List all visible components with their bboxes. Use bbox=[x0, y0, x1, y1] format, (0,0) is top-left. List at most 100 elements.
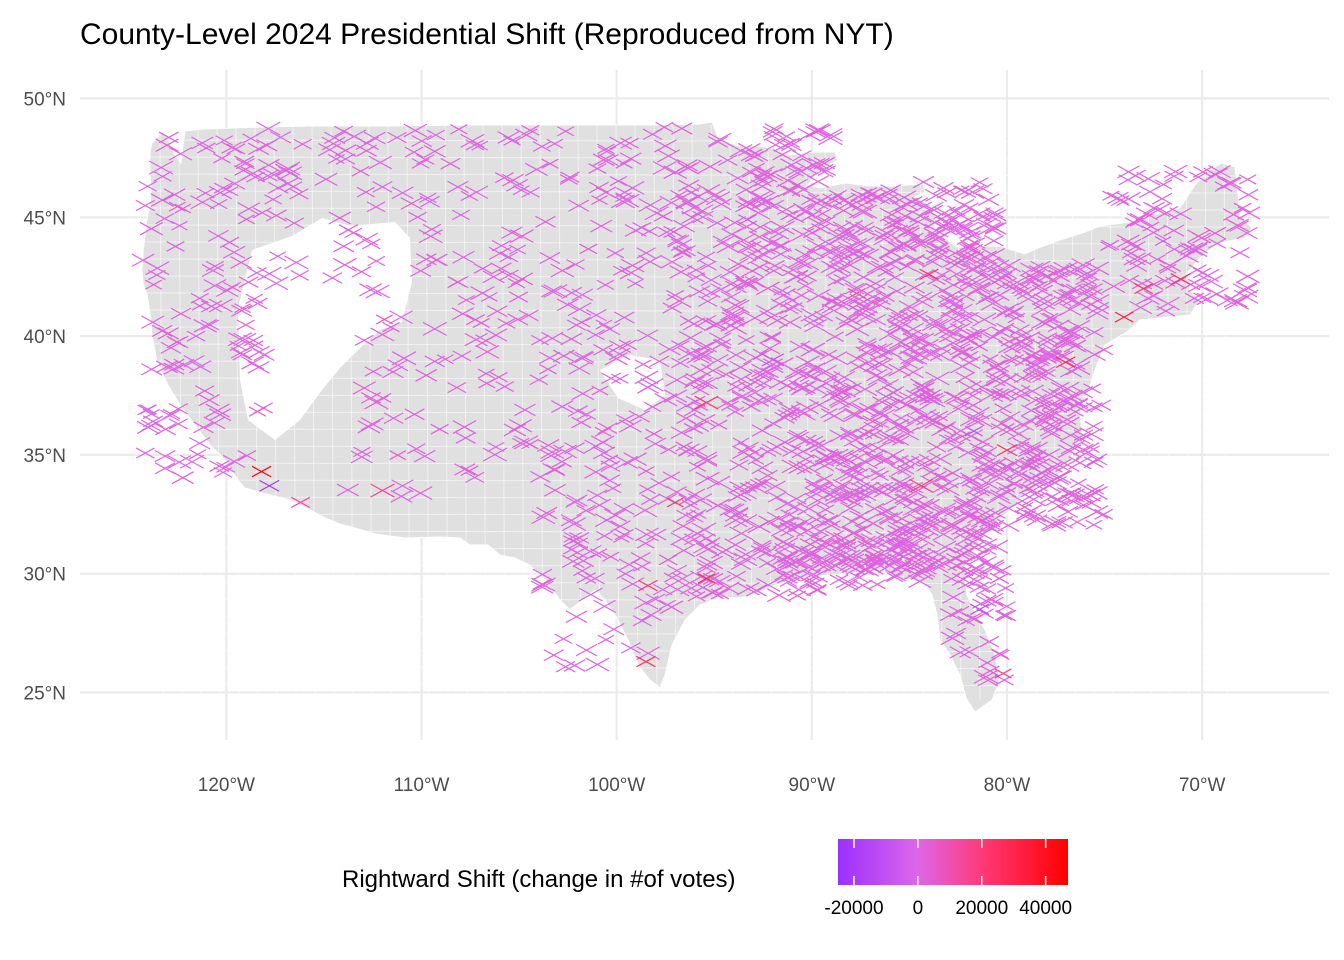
county-shift-marker bbox=[600, 454, 619, 465]
county-shift-marker bbox=[1237, 281, 1257, 294]
county-shift-marker bbox=[756, 577, 781, 592]
county-shift-marker bbox=[1136, 291, 1160, 305]
county-shift-marker bbox=[584, 465, 608, 479]
county-shift-marker bbox=[919, 338, 939, 351]
county-shift-marker bbox=[965, 328, 983, 339]
county-shift-marker bbox=[1068, 516, 1087, 528]
county-shift-marker bbox=[413, 449, 436, 463]
county-shift-marker bbox=[670, 532, 694, 546]
county-shift-marker bbox=[592, 446, 616, 460]
county-shift-marker bbox=[844, 282, 865, 295]
county-shift-marker bbox=[886, 572, 904, 583]
county-shift-marker bbox=[284, 217, 305, 229]
county-shift-marker bbox=[209, 460, 230, 473]
county-shift-marker bbox=[624, 224, 647, 237]
county-shift-marker bbox=[243, 334, 264, 347]
county-shift-marker bbox=[798, 550, 820, 563]
county-shift-marker bbox=[1081, 442, 1100, 453]
county-shift-marker bbox=[671, 340, 690, 352]
county-shift-marker bbox=[857, 225, 876, 236]
county-shift-marker bbox=[374, 392, 392, 403]
county-shift-marker bbox=[949, 208, 973, 222]
county-shift-marker bbox=[1193, 292, 1212, 304]
y-tick-label: 40°N bbox=[24, 327, 66, 348]
county-shift-marker bbox=[917, 516, 939, 529]
county-shift-marker bbox=[989, 364, 1011, 377]
county-shift-marker bbox=[168, 146, 193, 161]
county-shift-marker bbox=[238, 276, 259, 288]
county-shift-marker bbox=[924, 392, 944, 404]
county-shift-marker bbox=[571, 386, 595, 401]
county-shift-marker bbox=[740, 148, 763, 162]
county-shift-marker bbox=[738, 197, 761, 211]
county-shift-marker bbox=[1057, 505, 1079, 519]
county-shift-marker bbox=[269, 131, 292, 144]
county-shift-marker bbox=[237, 450, 257, 462]
county-shift-marker bbox=[532, 568, 553, 581]
county-shift-marker bbox=[782, 185, 801, 196]
county-shift-marker bbox=[1026, 266, 1047, 279]
county-shift-marker bbox=[1067, 359, 1086, 371]
county-shift-marker bbox=[451, 307, 474, 321]
county-shift-marker bbox=[201, 264, 225, 278]
county-shift-marker bbox=[1229, 220, 1249, 232]
county-shift-marker bbox=[833, 297, 859, 312]
county-shift-marker bbox=[800, 307, 825, 322]
county-shift-marker bbox=[716, 396, 739, 410]
county-shift-marker bbox=[666, 289, 685, 301]
county-shift-marker bbox=[794, 367, 818, 382]
county-shift-marker bbox=[748, 230, 771, 244]
county-shift-marker bbox=[902, 366, 924, 379]
county-shift-marker bbox=[922, 255, 943, 268]
county-shift-marker bbox=[805, 123, 830, 138]
county-shift-marker bbox=[793, 202, 814, 215]
county-shift-marker bbox=[723, 513, 748, 528]
county-shift-marker bbox=[1196, 292, 1219, 306]
county-shift-marker bbox=[1203, 167, 1228, 182]
county-shift-marker bbox=[464, 332, 488, 347]
county-shift-marker bbox=[471, 140, 489, 151]
county-shift-marker bbox=[731, 389, 754, 403]
county-shift-marker bbox=[780, 209, 798, 221]
county-shift-marker bbox=[933, 540, 957, 554]
county-shift-marker bbox=[142, 415, 164, 428]
county-shift-marker bbox=[1029, 471, 1052, 485]
county-shift-marker bbox=[782, 554, 807, 569]
county-shift-marker bbox=[851, 199, 873, 212]
county-shift-marker bbox=[473, 263, 492, 274]
county-shift-marker bbox=[817, 216, 836, 227]
county-shift-marker bbox=[1057, 326, 1080, 340]
county-shift-marker bbox=[530, 470, 551, 483]
county-shift-marker bbox=[746, 205, 771, 220]
county-shift-marker bbox=[813, 156, 835, 170]
county-shift-marker bbox=[952, 346, 972, 358]
county-shift-marker bbox=[774, 537, 799, 552]
county-shift-marker bbox=[404, 408, 425, 421]
county-shift-marker bbox=[151, 324, 173, 338]
county-shift-marker bbox=[973, 669, 999, 684]
county-shift-marker bbox=[452, 350, 472, 362]
county-shift-marker bbox=[247, 142, 270, 156]
county-shift-marker bbox=[383, 412, 404, 424]
county-shift-marker bbox=[691, 580, 715, 595]
county-shift-marker bbox=[917, 415, 942, 430]
county-shift-marker bbox=[257, 169, 278, 182]
county-shift-marker bbox=[806, 583, 827, 596]
county-shift-marker bbox=[970, 514, 994, 528]
county-shift-marker bbox=[803, 319, 827, 333]
county-shift-marker bbox=[1163, 224, 1185, 237]
county-shift-marker bbox=[157, 327, 179, 340]
county-shift-marker bbox=[332, 257, 357, 272]
county-shift-marker bbox=[764, 418, 782, 429]
county-shift-marker bbox=[889, 199, 913, 214]
county-shift-marker bbox=[910, 566, 934, 580]
county-shift-marker bbox=[800, 342, 825, 357]
county-shift-marker bbox=[994, 668, 1012, 679]
county-shift-marker bbox=[1070, 478, 1087, 489]
county-shift-marker bbox=[1151, 192, 1173, 205]
county-shift-marker bbox=[508, 244, 527, 255]
county-shift-marker bbox=[626, 278, 644, 289]
county-shift-marker bbox=[777, 131, 796, 142]
county-shift-marker bbox=[779, 576, 798, 588]
county-shift-marker bbox=[1107, 191, 1129, 205]
